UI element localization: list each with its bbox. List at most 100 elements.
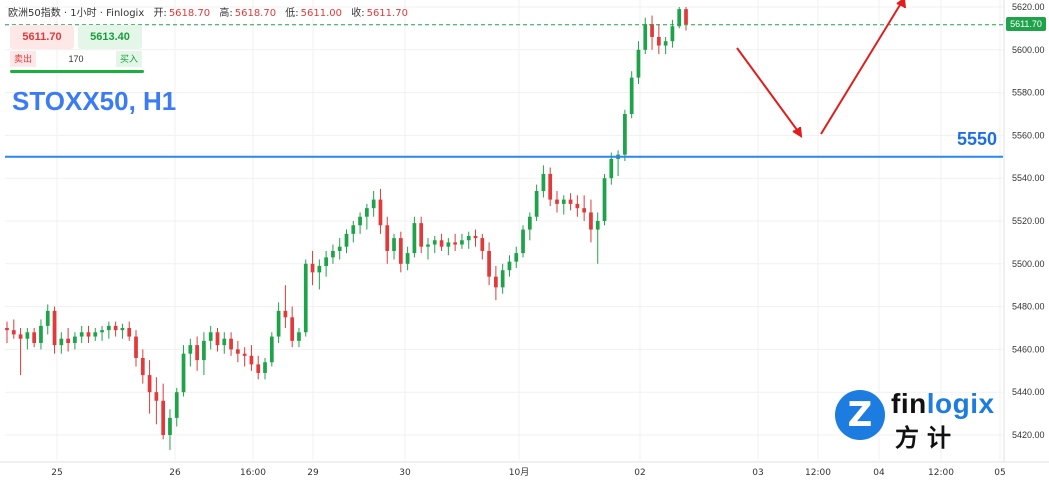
y-tick-label: 5440.00 [1012, 387, 1045, 397]
candle-body [507, 261, 512, 271]
candle-body [5, 328, 9, 331]
candle-body [595, 221, 600, 230]
candle-body [45, 310, 50, 326]
forecast-down-arrow [736, 47, 801, 135]
candle-body [371, 199, 376, 209]
candle-body [297, 332, 301, 341]
candle-body [480, 238, 485, 251]
candle-body [636, 49, 641, 78]
x-tick-label: 29 [307, 468, 319, 478]
candle-body [52, 310, 57, 346]
candle-body [412, 223, 417, 254]
candle-body [317, 265, 322, 273]
candle-body [195, 345, 199, 361]
candle-body [337, 246, 342, 251]
open-value: 5618.70 [168, 8, 211, 19]
symbol-title: STOXX50, H1 [12, 86, 177, 116]
candle-body [174, 392, 179, 418]
logo-word-b: logix [926, 388, 995, 419]
candle-body [168, 417, 172, 435]
logo-word-a: fin [891, 388, 927, 419]
candle-body [256, 364, 261, 373]
candle-body [303, 263, 308, 333]
candle-body [398, 238, 403, 264]
candle-body [609, 158, 614, 179]
candle-body [39, 325, 43, 343]
forecast-down-arrow-head [792, 126, 803, 138]
candle-body [439, 240, 444, 247]
candle-body [365, 208, 369, 217]
candle-body [344, 233, 349, 247]
candle-body [494, 276, 498, 288]
candle-body [276, 310, 281, 337]
sell-button[interactable]: 卖出 [10, 51, 36, 67]
candle-body [548, 173, 553, 200]
candle-body [215, 332, 220, 346]
candle-body [290, 317, 295, 341]
candle-body [208, 332, 213, 341]
candle-body [310, 263, 315, 273]
low-value: 5611.00 [300, 8, 343, 19]
x-tick-label: 04 [873, 468, 885, 478]
candle-body [602, 178, 607, 221]
x-tick-label: 10月 [509, 467, 529, 478]
candle-body [500, 270, 505, 288]
candle-body [555, 199, 559, 204]
x-tick-label: 02 [634, 468, 645, 478]
candle-body [188, 345, 193, 354]
x-tick-label: 26 [169, 468, 181, 478]
candle-body [79, 332, 84, 337]
candle-body [235, 349, 240, 354]
low-label: 低: [285, 8, 299, 19]
candle-body [534, 191, 539, 217]
forecast-arrows [736, 0, 906, 138]
candle-body [514, 253, 519, 262]
candle-body [521, 229, 525, 254]
high-label: 高: [219, 8, 233, 19]
current-price-tag: 5611.70 [1006, 17, 1046, 31]
candle-body [385, 225, 390, 251]
candle-body [656, 36, 661, 46]
candle-body [11, 330, 16, 335]
x-tick-label: 05 [994, 468, 1005, 478]
candle-body [589, 212, 593, 230]
time-axis[interactable]: 25 26 16:00 29 30 10月 02 03 12:00 04 12:00 05 [0, 461, 1049, 478]
candle-body [229, 338, 233, 350]
buy-price-button[interactable]: 5613.40 [78, 25, 142, 49]
candle-body [66, 338, 70, 343]
quantity-field[interactable]: 170 [68, 54, 84, 64]
candle-body [405, 253, 410, 264]
candle-body [629, 77, 634, 114]
x-tick-label: 30 [399, 468, 411, 478]
chart-header: 欧洲50指数 · 1小时 · Finlogix 开: 5618.70 高: 5618… [8, 4, 408, 19]
candle-body [283, 310, 288, 318]
trade-row: 卖出 170 买入 [10, 51, 142, 67]
candle-body [249, 355, 254, 365]
close-value: 5611.70 [366, 8, 408, 19]
x-tick-label: 16:00 [240, 468, 266, 478]
candle-body [561, 199, 566, 204]
candle-body [263, 362, 267, 373]
y-tick-label: 5420.00 [1012, 430, 1045, 440]
candle-body [147, 375, 152, 393]
trade-widget: 5611.70 5613.40 卖出 170 买入 [8, 22, 144, 73]
finlogix-logo: Z finlogix 方计 [835, 388, 995, 452]
sell-price-button[interactable]: 5611.70 [10, 25, 74, 49]
buy-button[interactable]: 买入 [116, 51, 142, 67]
candle-body [242, 353, 247, 356]
price-axis[interactable]: 5420.00 5440.00 5460.00 5480.00 5500.00 5520.… [1003, 0, 1045, 462]
y-tick-label: 5560.00 [1012, 130, 1045, 140]
logo-chinese: 方计 [895, 424, 959, 452]
instrument-title: 欧洲50指数 · 1小时 · Finlogix [8, 8, 145, 19]
candle-body [473, 235, 478, 239]
candle-body [358, 216, 362, 226]
candle-body [113, 325, 118, 331]
candle-body [623, 114, 627, 155]
forecast-up-arrow-head [896, 0, 906, 9]
candle-body [127, 328, 132, 337]
candle-body [106, 325, 111, 331]
y-tick-label: 5480.00 [1012, 302, 1045, 312]
candle-body [460, 240, 464, 245]
candle-body [120, 328, 125, 331]
